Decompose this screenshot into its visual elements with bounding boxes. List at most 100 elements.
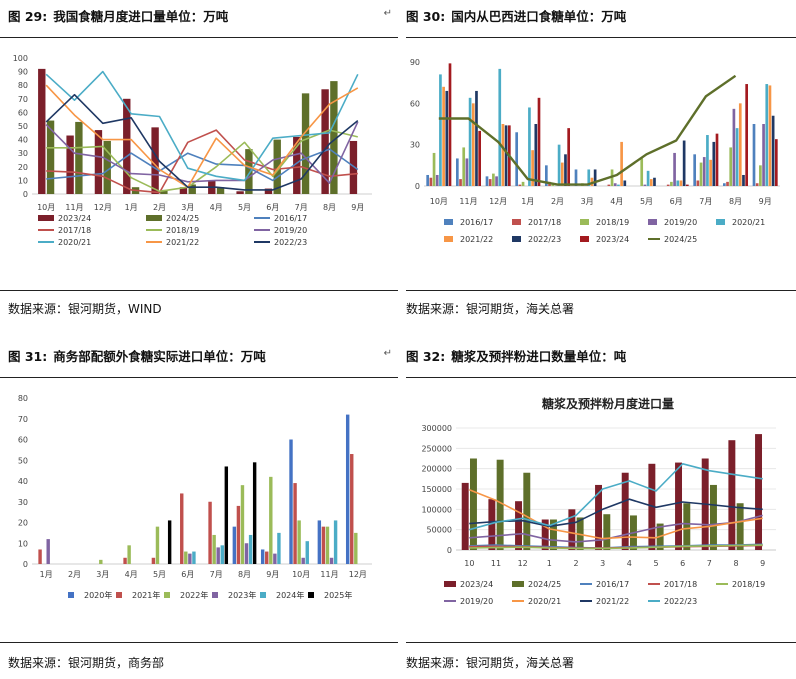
y-tick-label: 50000 [427,526,452,535]
y-tick-label: 90 [410,58,420,67]
legend-label: 2023/24 [596,235,629,244]
bar-2023/24 [621,472,629,550]
x-tick-label: 1月 [521,197,534,206]
bar-2025年 [252,462,257,564]
bar-2023/24 [537,97,541,186]
bar-2022/23 [475,90,478,186]
y-tick-label: 100 [13,54,28,63]
bar-2020/21 [765,84,769,186]
bar-2021/22 [620,141,623,186]
bar-2021/22 [531,150,534,186]
x-tick-label: 7月 [295,203,308,212]
bar-2022/23 [564,154,567,186]
bar-2021/22 [709,159,712,186]
bar-2018/19 [521,181,525,186]
y-tick-label: 200000 [421,465,452,474]
bar-2022/23 [534,124,538,186]
x-tick-label: 2月 [153,203,166,212]
x-tick-label: 7月 [210,570,223,579]
chart-fig32: 糖浆及预拌粉月度进口量 0 50000 100000 150000 200000 25000… [421,396,776,606]
x-tick-label: 9月 [266,570,279,579]
panel-fig30: 图 30: 国内从巴西进口食糖单位：万吨 0 30 60 90 10月 11月 12月 1月 2月… [398,0,796,339]
bar-2023/24 [478,130,482,186]
bar-2019/20 [673,152,676,186]
chart-fig30: 0 30 60 90 10月 11月 12月 1月 2月 3月 4月 5月 6月 7月 8月 9月 2016/1… [410,58,780,244]
legend-swatch [444,581,456,587]
legend-label: 2019/20 [664,218,697,227]
bar-2024/25 [736,503,744,550]
panel-fig32: 图 32: 糖浆及预拌粉进口数量单位：吨 糖浆及预拌粉月度进口量 0 50000 100… [398,340,796,679]
legend-label: 2022/23 [274,238,307,247]
y-tick-label: 0 [23,560,28,569]
bar-2023/24 [349,140,358,194]
chart-title: 糖浆及预拌粉月度进口量 [542,396,674,411]
bar-2016/17 [544,165,548,186]
y-tick-label: 150000 [421,485,452,494]
legend-swatch [260,592,266,598]
x-tick-label: 4月 [210,203,223,212]
bar-2023/24 [293,136,301,194]
bar-2023/24 [541,519,549,550]
y-tick-label: 30 [410,141,420,150]
source-rule [406,290,796,291]
legend-label: 2023年 [228,590,256,600]
legend-label: 2024/25 [528,580,561,589]
x-tick-label: 6月 [266,203,279,212]
bar-2016/17 [574,169,578,186]
bar-2025年 [224,466,229,564]
y-tick-label: 70 [18,95,28,104]
x-tick-label: 11 [491,559,501,568]
legend-swatch [116,592,122,598]
bar-2023/24 [595,484,603,550]
bar-2020/21 [439,74,442,186]
line-2024/25 [438,74,737,186]
x-tick-label: 2月 [68,570,81,579]
bar-2023/24 [728,440,736,550]
bar-2024年 [277,532,281,564]
bar-2023/24 [236,191,244,194]
bar-2023/24 [123,98,131,194]
legend-label: 2022/23 [528,235,561,244]
bar-2019/20 [762,124,765,186]
bar-2016/17 [426,174,430,186]
legend-swatch [68,592,74,598]
bar-2022年 [240,485,245,564]
bar-2021年 [123,557,127,564]
bar-2016/17 [455,158,459,186]
bar-2022/23 [682,140,686,186]
legend-label: 2021/22 [460,235,493,244]
source-text: 数据来源：银河期货，商务部 [8,656,165,670]
bar-2018/19 [492,173,495,186]
y-tick-label: 40 [18,477,28,486]
bar-2023/24 [567,128,571,186]
legend-swatch [512,581,524,587]
bar-2024/25 [683,503,691,550]
x-tick-label: 2 [573,559,578,568]
bar-2022/23 [445,90,449,186]
bar-2024年 [192,551,196,564]
chart-fig29: 0 10 20 30 40 50 60 70 80 90 100 10月 11月 12月 1月 2月 3月 4月 5… [13,54,372,247]
bar-2022/23 [504,125,508,186]
legend-swatch [164,592,170,598]
bar-2023年 [244,543,249,564]
y-tick-label: 60 [18,108,28,117]
bar-2024/25 [273,139,281,194]
bar-2019/20 [465,158,469,186]
y-tick-label: 0 [415,182,420,191]
bar-2021年 [265,551,269,564]
source-rule [406,642,796,643]
bar-2016/17 [752,124,756,186]
y-tick-label: 0 [447,546,452,555]
x-tick-label: 12月 [94,203,112,212]
bar-2017/18 [518,184,522,186]
bar-2023/24 [774,139,778,186]
source-text: 数据来源：银河期货，海关总署 [406,656,575,670]
legend-swatch [648,219,657,225]
bar-2020/21 [498,68,502,186]
title-rule [406,377,796,378]
bar-2023年 [329,557,334,564]
bar-2020年 [317,520,322,564]
bar-2017/18 [607,184,611,186]
legend-swatch [212,592,218,598]
y-tick-label: 50 [18,122,28,131]
